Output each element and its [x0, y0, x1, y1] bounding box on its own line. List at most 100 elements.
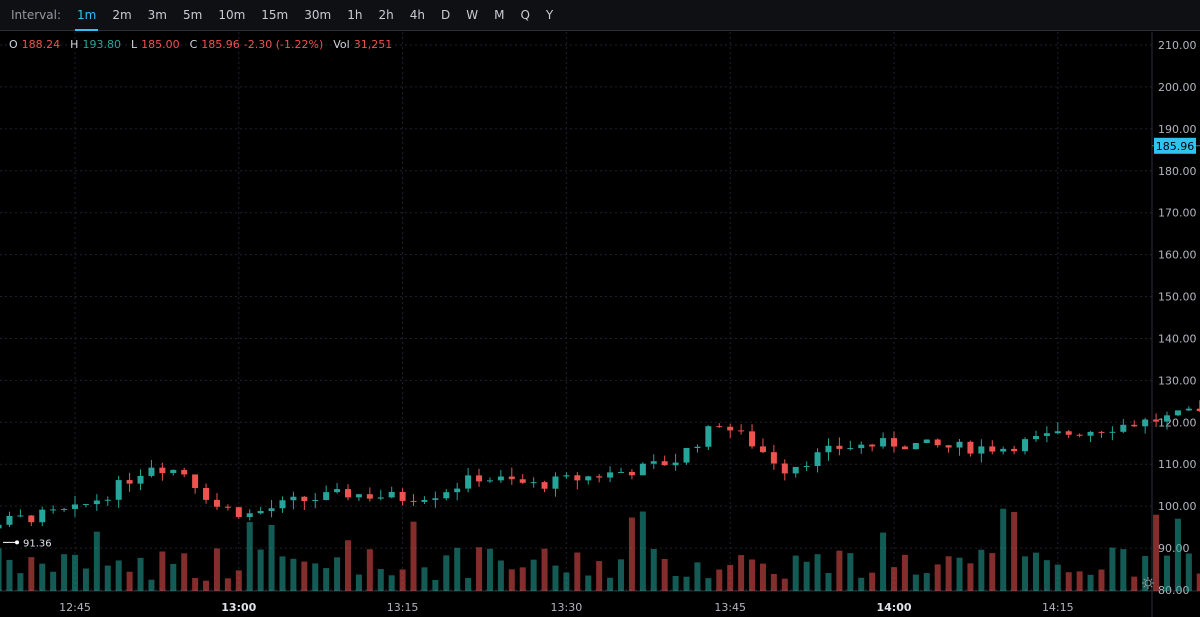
volume-bar	[1142, 556, 1149, 591]
volume-bar	[978, 549, 985, 591]
volume-bar	[61, 554, 68, 591]
candle-body	[323, 492, 330, 500]
volume-bar	[989, 553, 996, 591]
volume-bar	[530, 559, 537, 591]
volume-bar	[770, 573, 777, 591]
candle-body	[148, 467, 155, 476]
volume-bar	[541, 548, 548, 591]
candle-body	[1087, 431, 1094, 436]
y-tick-label: 120.00	[1158, 416, 1197, 429]
volume-bar	[82, 568, 89, 591]
candle-body	[814, 452, 821, 466]
y-tick-label: 160.00	[1158, 249, 1197, 262]
candle-body	[836, 445, 843, 449]
candle-body	[1076, 434, 1083, 436]
interval-d[interactable]: D	[440, 7, 451, 22]
volume-bar	[410, 521, 417, 591]
candle-body	[257, 511, 264, 514]
candle-body	[454, 488, 461, 493]
high-label: H	[70, 38, 79, 51]
interval-y[interactable]: Y	[545, 7, 554, 22]
volume-label: Vol	[333, 38, 350, 51]
volume-bar	[355, 574, 362, 591]
interval-toolbar: Interval: 1m 2m 3m 5m 10m 15m 30m 1h 2h …	[0, 0, 1200, 31]
interval-3m[interactable]: 3m	[147, 7, 167, 22]
settings-gear-icon[interactable]	[1144, 579, 1152, 587]
candle-body	[880, 438, 887, 447]
volume-bar	[890, 567, 898, 591]
interval-10m[interactable]: 10m	[218, 7, 246, 22]
volume-bar	[344, 540, 352, 591]
volume-bar	[93, 531, 100, 591]
candle-body	[181, 469, 188, 475]
volume-value: 31,251	[353, 38, 393, 51]
candle-body	[683, 447, 690, 463]
candle-body	[39, 509, 46, 523]
candle-body	[268, 508, 275, 512]
price-chart[interactable]: 210.00 200.00 190.00 180.00 170.00 160.00 150.…	[0, 32, 1200, 617]
candle-body	[738, 430, 745, 432]
volume-bar	[825, 572, 832, 591]
volume-bar	[683, 576, 690, 591]
candle-body	[355, 494, 362, 498]
volume-bar	[159, 551, 166, 591]
candle-body	[749, 431, 756, 447]
x-tick-label: 12:45	[59, 601, 91, 614]
volume-bar	[727, 564, 734, 591]
y-tick-label: 100.00	[1158, 500, 1197, 513]
candle-body	[192, 474, 199, 489]
candle-body	[159, 467, 166, 474]
interval-4h[interactable]: 4h	[409, 7, 425, 22]
volume-bar	[672, 575, 679, 591]
volume-bar	[628, 517, 635, 591]
volume-bar	[869, 572, 876, 591]
interval-m[interactable]: M	[494, 7, 505, 22]
candle-body	[923, 439, 930, 444]
interval-q[interactable]: Q	[520, 7, 530, 22]
volume-bar	[1022, 556, 1029, 591]
volume-bar	[934, 564, 941, 591]
interval-30m[interactable]: 30m	[304, 7, 332, 22]
candle-body	[1109, 431, 1116, 433]
y-tick-label: 200.00	[1158, 81, 1197, 94]
candle-body	[213, 499, 220, 507]
volume-bar	[1054, 564, 1061, 591]
settings-gear-tooth	[1150, 578, 1153, 581]
volume-bar	[1185, 553, 1192, 591]
interval-2h[interactable]: 2h	[378, 7, 394, 22]
volume-bar	[716, 569, 723, 591]
candle-body	[1054, 431, 1061, 434]
interval-5m[interactable]: 5m	[182, 7, 203, 22]
interval-15m[interactable]: 15m	[261, 7, 289, 22]
candle-body	[388, 491, 395, 498]
candle-body	[1131, 424, 1138, 427]
interval-1h[interactable]: 1h	[347, 7, 363, 22]
volume-bar	[170, 563, 177, 591]
high-value: 193.80	[82, 38, 121, 51]
candle-body	[115, 480, 122, 500]
candle-body	[607, 472, 614, 478]
interval-1m[interactable]: 1m	[69, 0, 104, 31]
candle-body	[1011, 448, 1018, 452]
volume-bar	[246, 522, 253, 591]
interval-2m[interactable]: 2m	[112, 7, 132, 22]
volume-bar	[181, 553, 188, 591]
volume-bar	[1043, 560, 1050, 591]
candle-body	[956, 441, 963, 448]
candle-body	[93, 500, 100, 505]
y-tick-label: 90.00	[1158, 542, 1190, 555]
candle-body	[912, 443, 919, 450]
candle-body	[574, 475, 581, 481]
candle-body	[1153, 419, 1160, 422]
x-tick-label: 13:00	[221, 601, 256, 614]
x-tick-label: 14:15	[1042, 601, 1074, 614]
x-tick-label: 14:00	[876, 601, 911, 614]
interval-label: Interval:	[11, 8, 61, 22]
volume-bar	[1032, 552, 1039, 591]
volume-bar	[901, 554, 908, 591]
candle-body	[366, 494, 373, 499]
volume-bar	[421, 567, 428, 591]
candle-body	[71, 504, 79, 509]
volume-bar	[17, 573, 24, 591]
interval-w[interactable]: W	[466, 7, 479, 22]
